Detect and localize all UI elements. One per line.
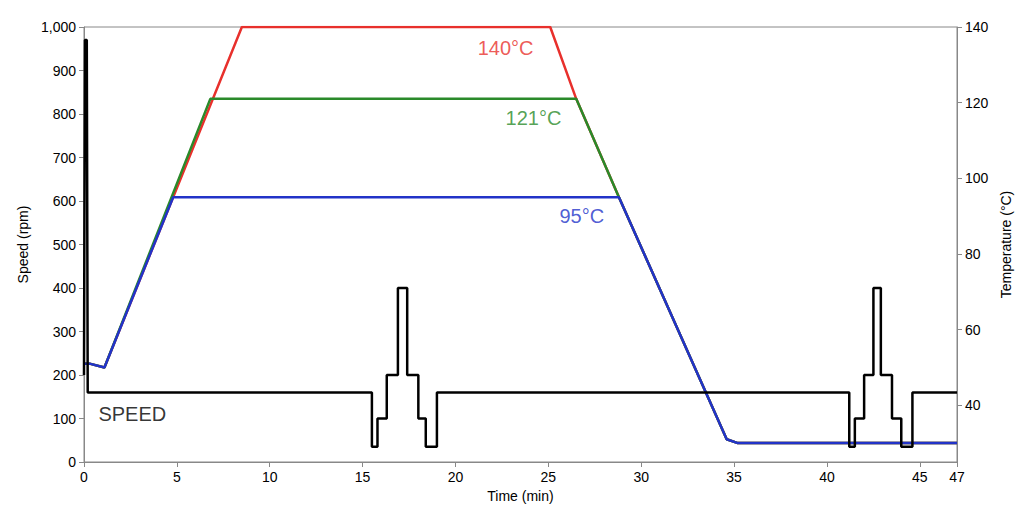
svg-text:140: 140 [965, 19, 989, 35]
svg-text:15: 15 [355, 469, 371, 485]
svg-text:40: 40 [819, 469, 835, 485]
svg-text:60: 60 [965, 322, 981, 338]
svg-text:900: 900 [53, 63, 77, 79]
svg-text:120: 120 [965, 95, 989, 111]
svg-text:1,000: 1,000 [41, 19, 76, 35]
svg-text:0: 0 [68, 454, 76, 470]
svg-text:5: 5 [173, 469, 181, 485]
svg-text:40: 40 [965, 397, 981, 413]
svg-text:Time (min): Time (min) [487, 488, 553, 504]
svg-text:400: 400 [53, 280, 77, 296]
svg-text:0: 0 [80, 469, 88, 485]
svg-text:Temperature (°C): Temperature (°C) [998, 191, 1014, 299]
svg-text:Speed (rpm): Speed (rpm) [15, 206, 31, 284]
svg-text:121°C: 121°C [506, 107, 562, 129]
svg-text:140°C: 140°C [478, 37, 534, 59]
svg-text:700: 700 [53, 150, 77, 166]
svg-text:SPEED: SPEED [98, 403, 166, 425]
svg-text:800: 800 [53, 106, 77, 122]
svg-text:10: 10 [262, 469, 278, 485]
svg-text:95°C: 95°C [559, 205, 604, 227]
svg-text:47: 47 [949, 469, 965, 485]
svg-text:35: 35 [726, 469, 742, 485]
svg-text:20: 20 [448, 469, 464, 485]
svg-text:100: 100 [965, 170, 989, 186]
svg-text:300: 300 [53, 324, 77, 340]
svg-text:200: 200 [53, 367, 77, 383]
svg-text:600: 600 [53, 193, 77, 209]
svg-text:80: 80 [965, 246, 981, 262]
svg-text:100: 100 [53, 411, 77, 427]
svg-text:500: 500 [53, 237, 77, 253]
svg-text:25: 25 [541, 469, 557, 485]
svg-text:30: 30 [633, 469, 649, 485]
svg-text:45: 45 [912, 469, 928, 485]
